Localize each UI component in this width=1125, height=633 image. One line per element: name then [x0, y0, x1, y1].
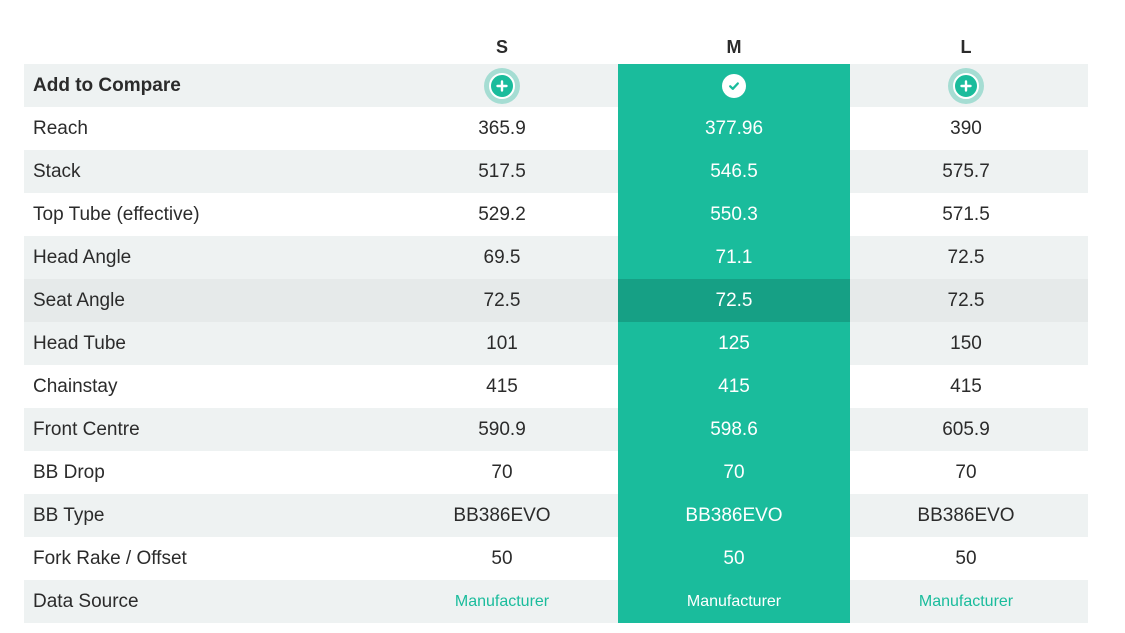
table-row-chainstay: Chainstay 415 415 415 [24, 365, 1088, 408]
value-m: 70 [618, 451, 850, 494]
table-row-seat-angle: Seat Angle 72.5 72.5 72.5 [24, 279, 1088, 322]
table-row-head-tube: Head Tube 101 125 150 [24, 322, 1088, 365]
value-s: 69.5 [483, 246, 521, 268]
value-l: 70 [955, 461, 977, 483]
check-icon [727, 79, 741, 93]
value-s: 529.2 [478, 203, 526, 225]
compare-cell-l [850, 64, 1082, 107]
value-m: 415 [618, 365, 850, 408]
table-row-bb-drop: BB Drop 70 70 70 [24, 451, 1088, 494]
add-to-compare-s-button[interactable] [484, 67, 520, 104]
data-source-link-l[interactable]: Manufacturer [918, 592, 1014, 610]
row-label: BB Drop [33, 461, 105, 483]
table-row-data-source: Data Source Manufacturer Manufacturer Ma… [24, 580, 1088, 623]
row-label: Seat Angle [33, 289, 125, 311]
row-label: Stack [33, 160, 81, 182]
value-s: 517.5 [478, 160, 526, 182]
table-row-top-tube: Top Tube (effective) 529.2 550.3 571.5 [24, 193, 1088, 236]
table-row-fork-rake: Fork Rake / Offset 50 50 50 [24, 537, 1088, 580]
geometry-table: S M L Add to Compare [24, 20, 1088, 623]
value-m: 71.1 [618, 236, 850, 279]
row-label: Head Tube [33, 332, 126, 354]
plus-icon [489, 72, 515, 99]
size-header-s: S [495, 36, 508, 57]
size-header-row: S M L [24, 20, 1088, 64]
table-row-stack: Stack 517.5 546.5 575.7 [24, 150, 1088, 193]
value-s: 415 [486, 375, 518, 397]
row-label: Reach [33, 117, 88, 139]
value-m: 546.5 [618, 150, 850, 193]
value-m: 598.6 [618, 408, 850, 451]
row-label: Top Tube (effective) [33, 203, 200, 225]
value-m: Manufacturer [618, 580, 850, 623]
value-s: 365.9 [478, 117, 526, 139]
value-s: Manufacturer [386, 580, 618, 623]
size-header-l: L [960, 36, 972, 57]
value-m: 377.96 [618, 107, 850, 150]
value-s: 590.9 [478, 418, 526, 440]
plus-icon [953, 72, 979, 99]
value-s: 101 [486, 332, 518, 354]
table-row-head-angle: Head Angle 69.5 71.1 72.5 [24, 236, 1088, 279]
value-m: BB386EVO [618, 494, 850, 537]
compare-label: Add to Compare [33, 74, 181, 96]
table-row-reach: Reach 365.9 377.96 390 [24, 107, 1088, 150]
value-l: BB386EVO [917, 504, 1015, 526]
table-row-front-centre: Front Centre 590.9 598.6 605.9 [24, 408, 1088, 451]
size-header-m: M [726, 36, 742, 57]
compare-cell-s [386, 64, 618, 107]
value-l: 415 [950, 375, 982, 397]
data-source-link-s[interactable]: Manufacturer [454, 592, 550, 610]
value-m: 72.5 [618, 279, 850, 322]
value-m: 550.3 [618, 193, 850, 236]
value-l: 605.9 [942, 418, 990, 440]
row-label: Fork Rake / Offset [33, 547, 187, 569]
add-to-compare-l-button[interactable] [948, 67, 984, 104]
header-label-cell [24, 20, 386, 64]
value-l: 72.5 [947, 289, 985, 311]
value-s: 70 [491, 461, 513, 483]
value-s: 72.5 [483, 289, 521, 311]
table-row-bb-type: BB Type BB386EVO BB386EVO BB386EVO [24, 494, 1088, 537]
row-label: Chainstay [33, 375, 118, 397]
row-label: Data Source [33, 590, 139, 612]
compare-row: Add to Compare [24, 64, 1088, 107]
remove-from-compare-m-button[interactable] [722, 73, 746, 98]
value-s: BB386EVO [453, 504, 551, 526]
compare-cell-m [618, 64, 850, 107]
value-l: 150 [950, 332, 982, 354]
row-label: BB Type [33, 504, 105, 526]
value-l: 72.5 [947, 246, 985, 268]
value-l: Manufacturer [850, 580, 1082, 623]
value-l: 50 [955, 547, 977, 569]
value-l: 571.5 [942, 203, 990, 225]
value-m: 125 [618, 322, 850, 365]
data-source-link-m[interactable]: Manufacturer [686, 592, 782, 610]
value-m: 50 [618, 537, 850, 580]
row-label: Head Angle [33, 246, 132, 268]
row-label: Front Centre [33, 418, 140, 440]
value-s: 50 [491, 547, 513, 569]
value-l: 575.7 [942, 160, 990, 182]
value-l: 390 [950, 117, 982, 139]
